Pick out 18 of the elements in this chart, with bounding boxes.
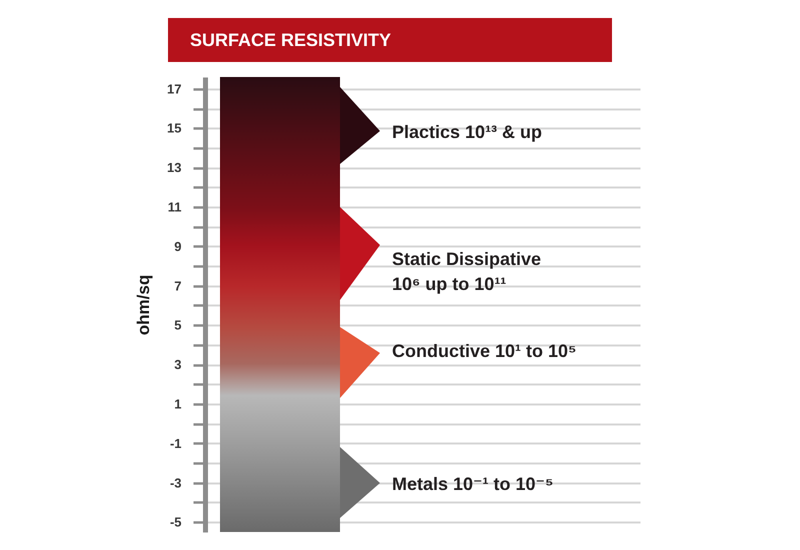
y-tick-label: 17 — [167, 81, 182, 96]
y-tick-label: 1 — [174, 396, 182, 412]
y-tick-label: -5 — [170, 514, 182, 530]
annotation: Conductive 10¹ to 10⁵ — [392, 341, 576, 361]
annotation: Metals 10⁻¹ to 10⁻⁵ — [392, 474, 554, 494]
y-tick-label: -1 — [170, 436, 182, 451]
y-tick-label: 9 — [174, 238, 182, 254]
y-tick-label: 7 — [174, 278, 182, 294]
annotation: Static Dissipative 10⁶ up to 10¹¹ — [392, 249, 542, 294]
y-axis-title: ohm/sq — [134, 274, 154, 336]
y-tick-label: 11 — [168, 200, 182, 214]
y-tick-label: -3 — [170, 475, 182, 490]
annotation: Plactics 10¹³ & up — [392, 122, 542, 142]
y-tick-label: 5 — [174, 318, 182, 333]
chart-title: SURFACE RESISTIVITY — [190, 30, 392, 50]
y-tick-label: 15 — [167, 120, 182, 136]
y-tick-label: 3 — [174, 357, 182, 372]
y-tick-label: 13 — [167, 160, 182, 176]
